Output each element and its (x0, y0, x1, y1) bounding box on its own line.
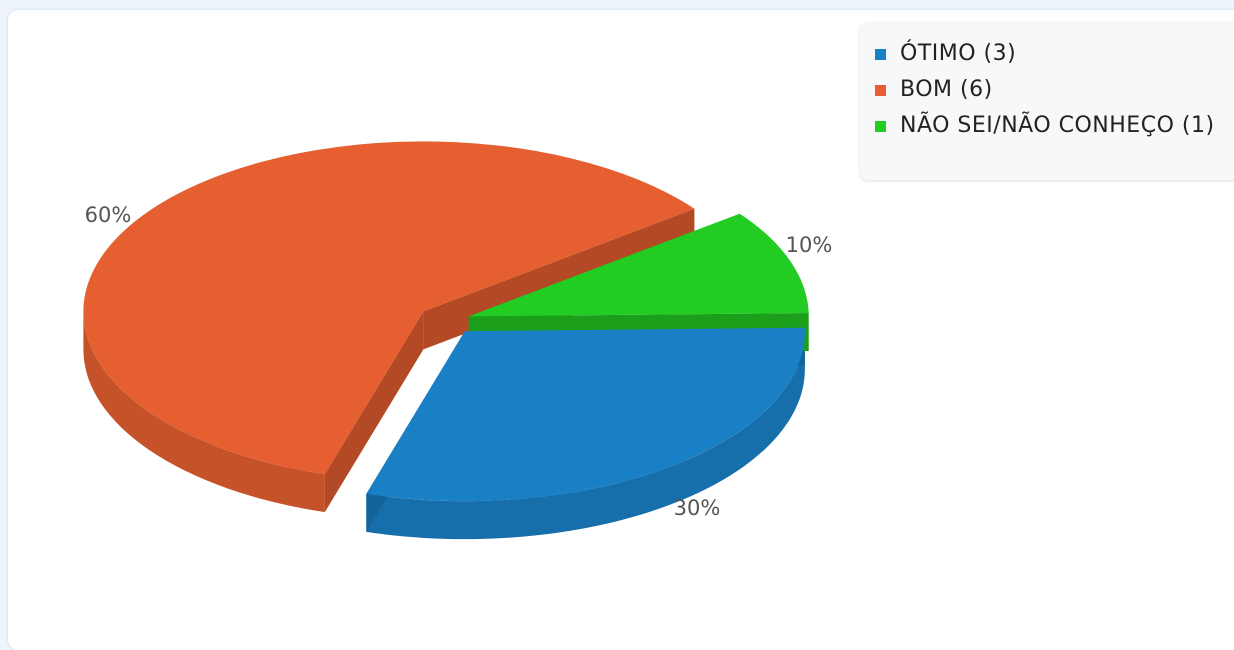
pie-slice-side (366, 331, 805, 540)
chart-legend: ÓTIMO (3) BOM (6) NÃO SEI/NÃO CONHEÇO (1… (860, 22, 1234, 180)
pie-labels: 30% 60% 10% (85, 203, 833, 520)
legend-swatch-otimo (875, 49, 886, 60)
pie-slice-1[interactable] (83, 141, 695, 475)
legend-label-bom: BOM (6) (900, 77, 993, 102)
pie-percent-label-2: 10% (786, 233, 833, 257)
pie-slice-side (83, 311, 325, 513)
pie-slice-2[interactable] (468, 213, 809, 317)
legend-label-nao-sei: NÃO SEI/NÃO CONHEÇO (1) (900, 113, 1215, 138)
legend-swatch-bom (875, 85, 886, 96)
pie-percent-label-1: 60% (85, 203, 132, 227)
legend-swatch-nao-sei (875, 121, 886, 132)
pie-chart: 30% 60% 10% (83, 141, 833, 540)
pie-percent-label-0: 30% (674, 496, 721, 520)
pie-slice-face (324, 311, 424, 513)
pie-slice-0[interactable] (366, 327, 805, 502)
legend-label-otimo: ÓTIMO (3) (900, 41, 1017, 66)
pie-slices (83, 141, 809, 540)
